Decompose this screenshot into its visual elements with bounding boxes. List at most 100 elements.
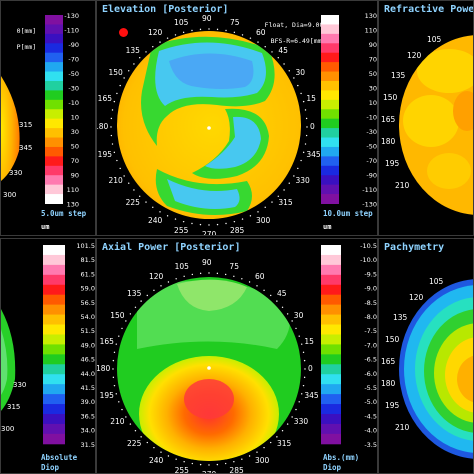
angle-label: 330: [9, 169, 23, 177]
tick-dot: [133, 189, 135, 191]
angle-label: 330: [13, 381, 27, 389]
tick-dot: [270, 294, 272, 297]
tick-dot: [175, 278, 177, 280]
scale-swatch: [321, 156, 339, 167]
bottom-left-color-scale: 101.5 81.5 61.5 59.0 56.5 54.0 51.5 49.0 46.5 44.…: [43, 242, 95, 449]
axial-power-map: [112, 272, 306, 466]
angle-label: 120: [149, 272, 164, 282]
angle-label: 240: [149, 455, 164, 465]
tick-dot: [257, 211, 259, 213]
scale-swatch: [321, 294, 341, 306]
scale-swatch: [45, 109, 63, 120]
angle-label: 195: [97, 149, 112, 159]
scale-label: -7.5: [364, 327, 377, 335]
scale-label: 56.5: [81, 299, 95, 307]
tick-dot: [305, 117, 308, 120]
angle-label: 315: [276, 438, 292, 448]
scale-swatch: [45, 33, 63, 44]
scale-label: -10: [68, 99, 79, 107]
tick-dot: [182, 31, 185, 34]
scale-label: -10.0: [360, 256, 377, 264]
panel-title: Elevation [Posterior]: [102, 4, 229, 15]
angle-label: 105: [174, 17, 189, 27]
scale-label: 54.0: [81, 313, 95, 321]
panel-top-left: 0[mm] P[mm] 315 345 330 300 -130 -110 -90-…: [0, 0, 96, 236]
angle-label: 150: [383, 93, 398, 102]
scale-label: -4.5: [364, 412, 377, 420]
scale-label: 90: [71, 172, 79, 180]
panel-title: Refractive Powe: [384, 4, 474, 15]
scale-label: 59.0: [81, 285, 95, 293]
angle-label: 90: [202, 258, 212, 267]
tick-dot: [249, 37, 252, 39]
scale-label: -4.0: [364, 427, 377, 435]
scale-swatch: [321, 137, 339, 148]
tick-dot: [115, 393, 117, 395]
pachymetry-angle-labels: 105 120 135 150 165 180 195 210: [379, 239, 473, 473]
tick-dot: [276, 300, 278, 302]
tick-dot: [271, 201, 273, 203]
tick-dot: [113, 151, 116, 154]
angle-label: 135: [127, 289, 142, 299]
scale-swatch: [321, 15, 339, 25]
scale-label: -130: [64, 12, 79, 20]
scale-label: 50: [369, 70, 377, 78]
header-line-1: Float, Dia=9.00[mm]: [264, 21, 340, 29]
tick-dot: [166, 37, 169, 39]
panel-title: Axial Power [Posterior]: [102, 242, 241, 253]
tick-dot: [233, 220, 236, 223]
tick-dot: [159, 211, 161, 213]
tick-dot: [128, 182, 130, 184]
scale-swatch: [321, 90, 339, 101]
tick-dot: [191, 273, 194, 276]
tick-dot: [248, 281, 251, 283]
tick-dot: [225, 222, 227, 225]
tick-dot: [256, 451, 258, 453]
angle-label: 345: [19, 144, 33, 152]
angle-label: 105: [174, 261, 189, 271]
scale-swatch: [43, 404, 65, 415]
scale-swatch: [321, 344, 341, 355]
angle-label: 135: [391, 71, 406, 80]
panel-axial-power-posterior: Axial Power [Posterior] 90 75 105 60 120 45 13…: [96, 238, 378, 474]
scale-label: 130: [365, 12, 377, 20]
scale-label: -130: [362, 201, 377, 209]
scale-label: -90: [68, 41, 79, 49]
scale-swatch: [321, 33, 339, 44]
scale-swatch: [43, 314, 65, 326]
scale-swatch: [43, 284, 65, 296]
elevation-step-label: 10.0um step: [323, 209, 373, 218]
tick-dot: [118, 335, 120, 337]
scale-swatch: [43, 394, 65, 405]
scale-swatch: [321, 194, 339, 204]
scale-label: 10: [369, 99, 377, 107]
scale-label: -10.5: [360, 242, 377, 250]
header-line-2: BFS-R=6.49[mm]: [270, 37, 326, 45]
tick-dot: [301, 393, 303, 395]
tick-dot: [298, 335, 300, 337]
scale-swatch: [321, 433, 341, 445]
angle-label: 90: [202, 14, 212, 23]
scale-label: 51.5: [81, 327, 95, 335]
tick-dot: [257, 41, 259, 43]
angle-label: 105: [427, 35, 442, 44]
scale-swatch: [45, 184, 63, 195]
header-line-1: 0[mm]: [16, 27, 37, 35]
tick-dot: [111, 109, 114, 111]
panel-refractive-power: Refractive Powe 105 120 135 150 165 180 …: [378, 0, 474, 236]
tick-dot: [125, 320, 127, 322]
scale-swatch: [45, 118, 63, 129]
scale-swatch: [43, 423, 65, 435]
tick-dot: [191, 29, 193, 32]
scale-swatch: [321, 165, 339, 176]
scale-swatch: [45, 90, 63, 101]
scale-swatch: [45, 24, 63, 35]
tick-dot: [133, 63, 135, 65]
scale-swatch: [43, 264, 65, 276]
tick-dot: [128, 70, 130, 72]
tick-dot: [241, 34, 244, 36]
tick-dot: [302, 151, 305, 154]
tick-dot: [233, 31, 236, 34]
tick-dot: [297, 167, 299, 170]
scale-label: 30: [369, 85, 377, 93]
